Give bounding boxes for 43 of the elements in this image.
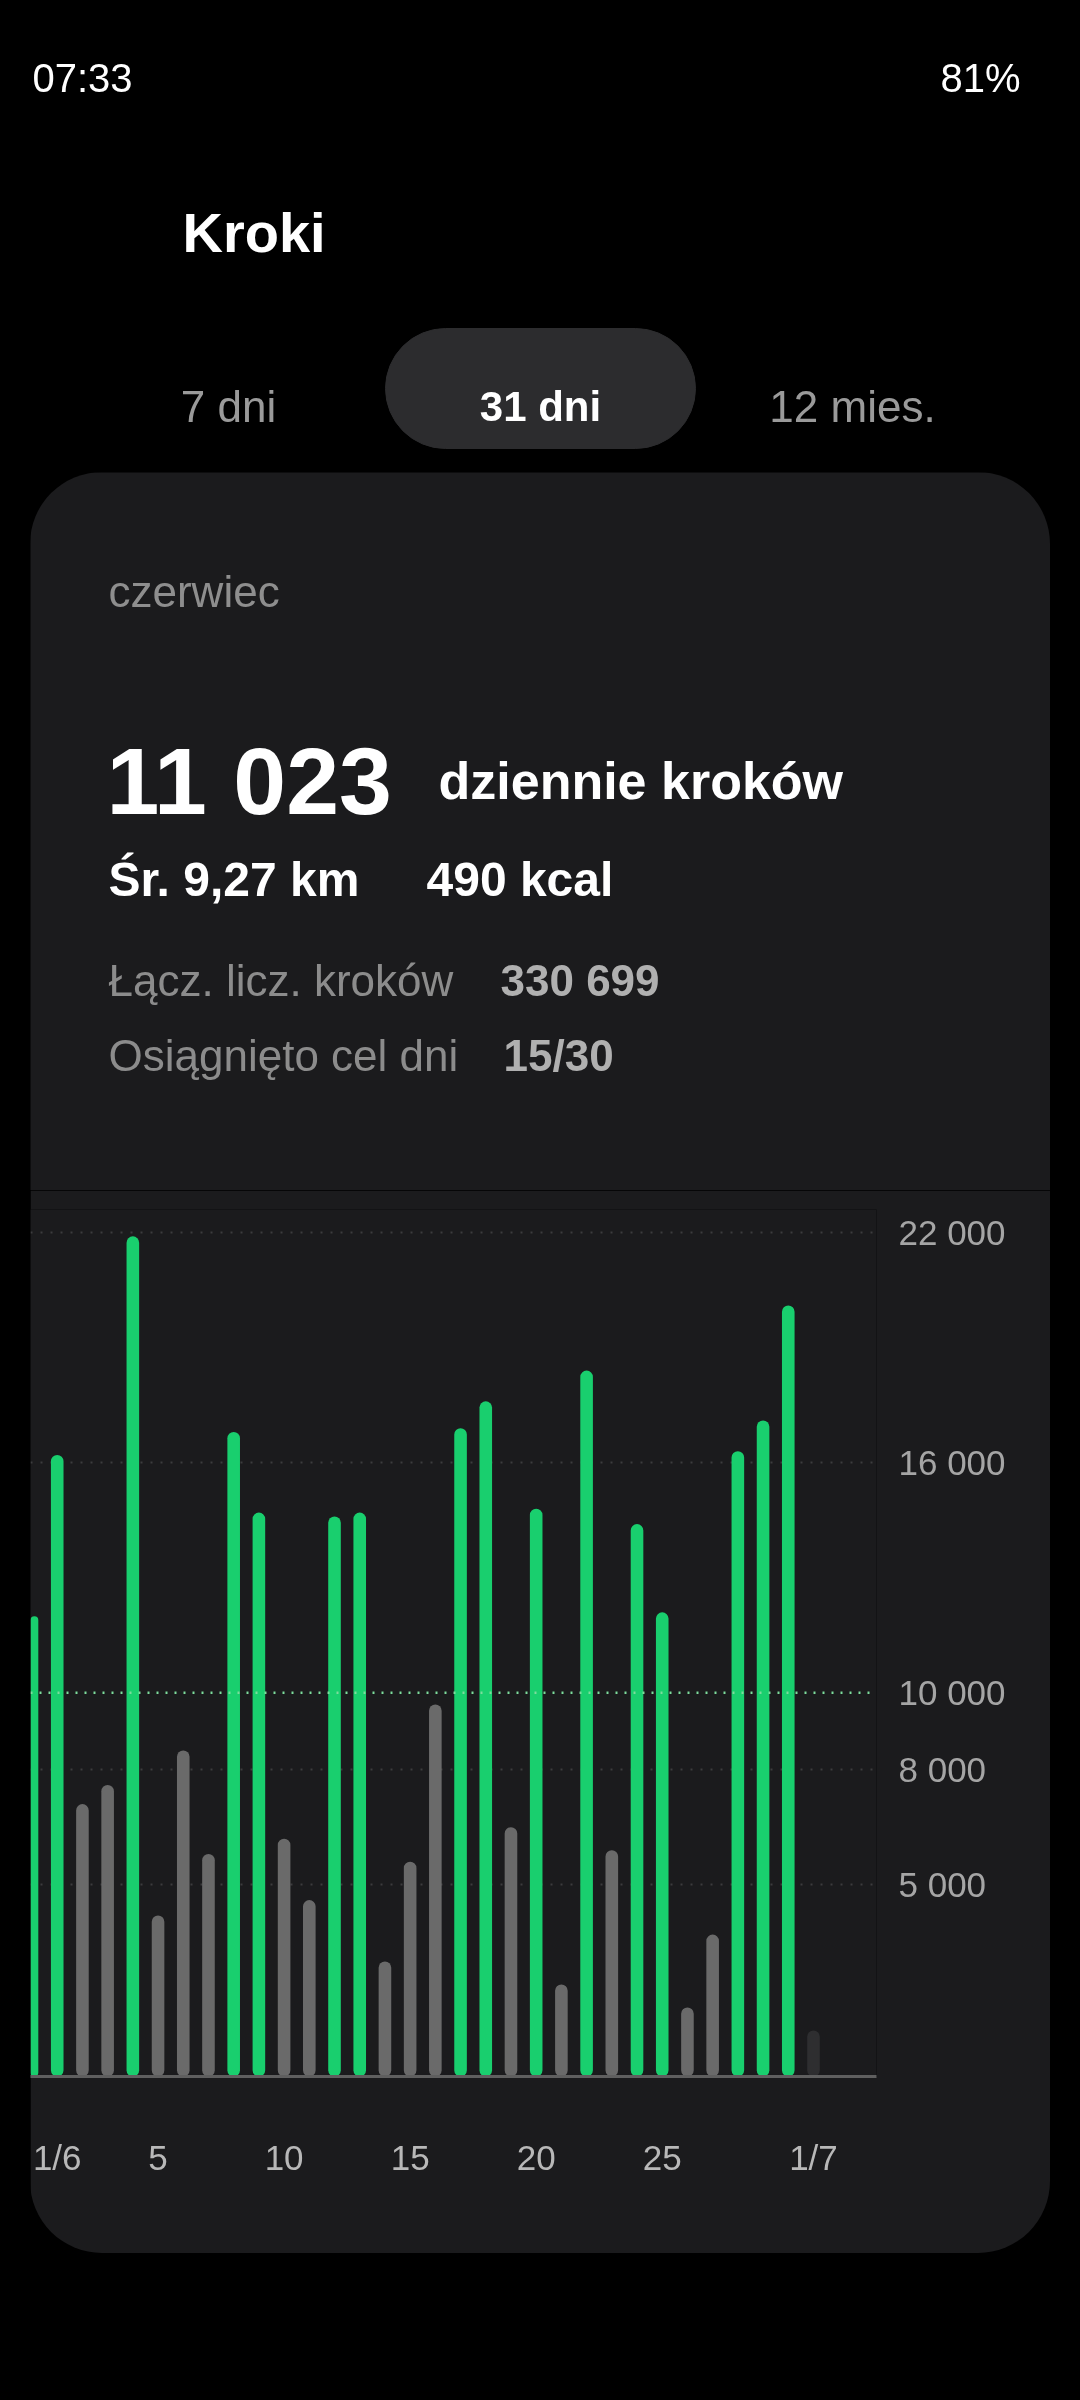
text: 81% — [940, 55, 1021, 100]
y-tick-label: 8 000 — [898, 1750, 987, 1790]
bar — [227, 1432, 240, 2077]
text: Osiągnięto cel dni — [108, 1031, 459, 1080]
bar — [252, 1512, 266, 2077]
text: 330 699 — [500, 956, 660, 1005]
y-tick-label: 22 000 — [898, 1213, 1006, 1253]
bar — [731, 1451, 745, 2077]
x-tick-label: 25 — [642, 2137, 682, 2177]
bar — [807, 2030, 820, 2077]
bar — [353, 1512, 367, 2077]
bar — [781, 1305, 795, 2077]
text: 31 dni — [479, 383, 602, 430]
x-tick-label: 1/6 — [32, 2137, 82, 2177]
text: Śr. 9,27 km — [108, 852, 360, 906]
text: 12 mies. — [769, 382, 936, 431]
text: 7 dni — [180, 382, 277, 431]
bar — [50, 1455, 64, 2077]
x-tick-label: 20 — [516, 2137, 556, 2177]
y-tick-label: 16 000 — [898, 1443, 1006, 1483]
bar — [479, 1401, 493, 2077]
y-tick-label: 5 000 — [898, 1865, 987, 1905]
bar — [655, 1612, 669, 2077]
x-tick-label: 1/7 — [789, 2137, 838, 2177]
text: 15/30 — [503, 1031, 614, 1080]
text: dziennie kroków — [438, 751, 844, 810]
text: Łącz. licz. kroków — [108, 956, 454, 1005]
text: 490 kcal — [426, 853, 614, 906]
bar — [328, 1516, 341, 2077]
bar — [454, 1428, 467, 2077]
bar — [529, 1508, 543, 2077]
bar — [580, 1370, 593, 2077]
x-tick-label: 10 — [264, 2137, 304, 2177]
x-tick-label: 5 — [148, 2137, 168, 2177]
bar — [126, 1236, 140, 2077]
bar — [630, 1524, 644, 2077]
ref-line-label: 10 000 — [898, 1673, 1006, 1713]
chart-title: Kroki — [182, 201, 326, 264]
text: 07:33 — [32, 55, 133, 100]
x-tick-label: 15 — [390, 2137, 430, 2177]
chart-subtitle: czerwiec — [108, 567, 280, 616]
text: 11 023 — [106, 727, 392, 834]
bar — [756, 1420, 770, 2077]
